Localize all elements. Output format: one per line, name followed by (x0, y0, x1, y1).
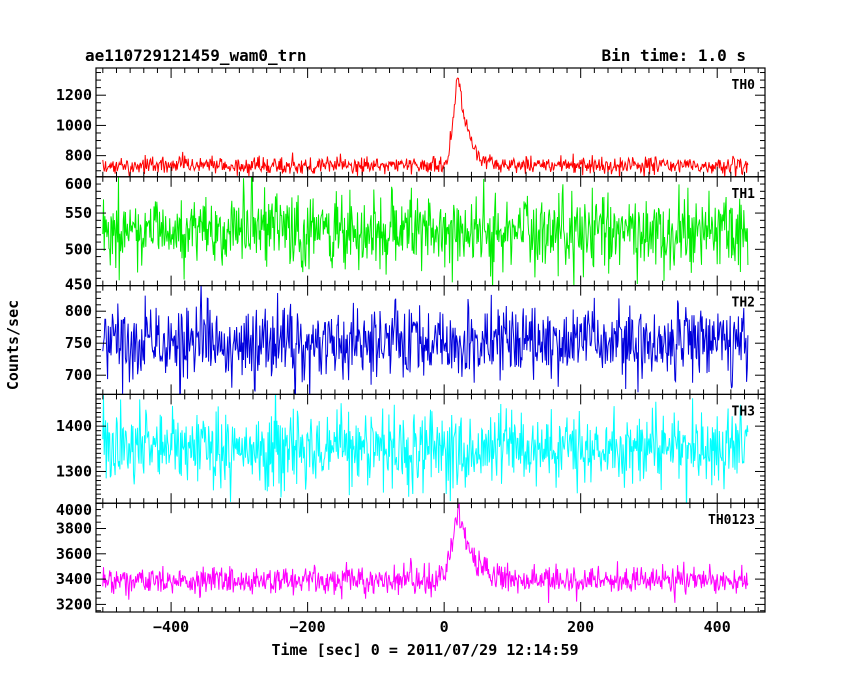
y-tick-label: 1300 (56, 462, 92, 480)
y-tick-label: 450 (65, 276, 92, 294)
y-tick-label: 600 (65, 175, 92, 193)
y-tick-label: 1400 (56, 417, 92, 435)
x-tick-label: 200 (567, 618, 594, 636)
panel-frame (95, 67, 766, 178)
y-tick-label: 800 (65, 302, 92, 320)
panel-th0: 800 1000 1200 TH0 (56, 67, 766, 178)
series-line-th0 (102, 77, 749, 177)
series-line-th1 (102, 176, 749, 286)
y-tick-label: 500 (65, 240, 92, 258)
y-tick-label: 3800 (56, 520, 92, 538)
y-tick-label: 3600 (56, 545, 92, 563)
panels: 800 1000 1200 TH0 450 500 550 600 TH1 700 750 800 TH… (56, 67, 766, 613)
series-line-th2 (102, 285, 749, 395)
y-tick-label: 750 (65, 334, 92, 352)
chart-title: ae110729121459_wam0_trn (85, 46, 307, 65)
panel-frame (95, 285, 766, 396)
y-tick-label: 3200 (56, 595, 92, 613)
x-tick-label: 400 (704, 618, 731, 636)
x-axis-label: Time [sec] 0 = 2011/07/29 12:14:59 (271, 641, 578, 659)
panel-th2: 700 750 800 TH2 (65, 285, 766, 396)
panel-label: TH3 (732, 404, 755, 419)
y-tick-label: 1200 (56, 86, 92, 104)
y-tick-label: 3400 (56, 570, 92, 588)
y-tick-label: 700 (65, 366, 92, 384)
panel-label: TH2 (732, 296, 755, 311)
series-line-th0123 (102, 503, 749, 604)
series-line-th3 (102, 394, 749, 504)
x-axis: −400 −200 0 200 400 (153, 618, 731, 636)
y-tick-label: 800 (65, 147, 92, 165)
y-axis-label: Counts/sec (4, 300, 22, 390)
y-tick-label: 550 (65, 204, 92, 222)
panel-label: TH1 (732, 187, 756, 202)
x-tick-label: 0 (440, 618, 449, 636)
panel-label: TH0123 (708, 513, 755, 528)
panel-th3: 1300 1400 TH3 (56, 393, 766, 504)
y-tick-label: 1000 (56, 116, 92, 134)
panel-frame (95, 502, 766, 613)
panel-label: TH0 (732, 78, 756, 93)
bin-time-label: Bin time: 1.0 s (602, 46, 747, 65)
x-tick-label: −400 (153, 618, 189, 636)
panel-th1: 450 500 550 600 TH1 (65, 175, 766, 294)
x-tick-label: −200 (290, 618, 326, 636)
y-tick-label: 4000 (56, 501, 92, 519)
